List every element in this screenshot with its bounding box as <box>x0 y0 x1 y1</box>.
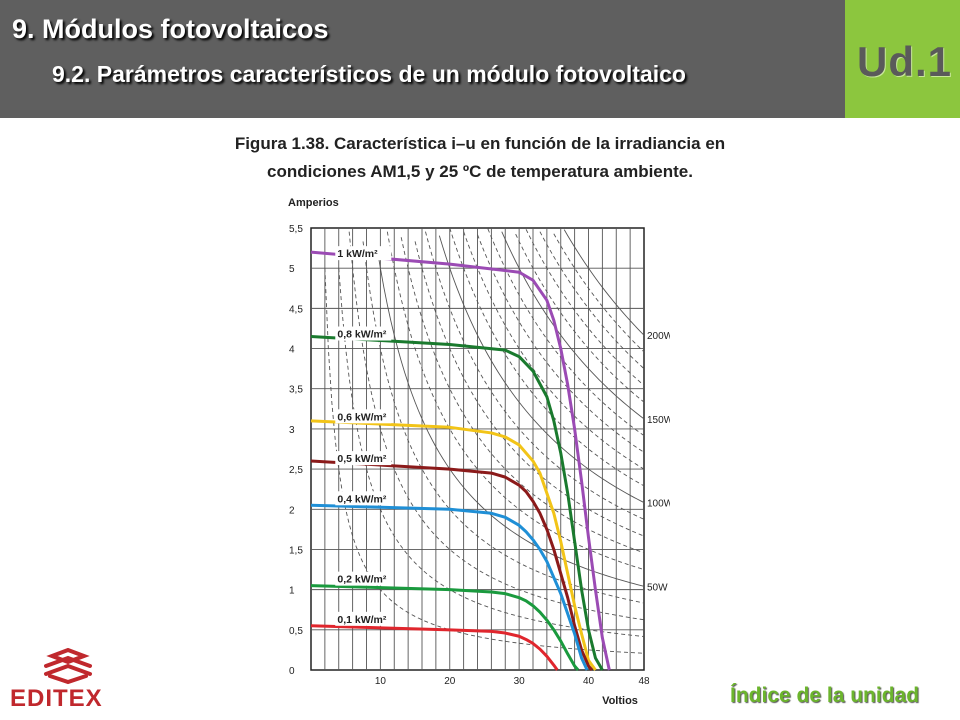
series-label-background <box>335 451 392 466</box>
page-subtitle: 9.2. Parámetros característicos de un mó… <box>52 61 686 87</box>
power-curve-dashed <box>348 231 645 621</box>
power-curve <box>438 235 645 503</box>
series-label-background <box>335 246 392 261</box>
series-label-background <box>335 571 392 586</box>
series-line <box>310 584 580 671</box>
power-curve-dashed <box>463 231 645 470</box>
x-tick-label: 10 <box>375 676 387 687</box>
series-line <box>310 459 594 671</box>
caption-line-2: condiciones AM1,5 y 25 ºC de temperatura… <box>267 162 693 181</box>
y-tick-label: 5 <box>289 264 295 275</box>
y-tick-label: 4,5 <box>289 304 303 315</box>
x-tick-label: 20 <box>444 676 456 687</box>
y-tick-label: 5,5 <box>289 224 303 235</box>
figure-caption: Figura 1.38. Característica i–u en funci… <box>150 130 810 186</box>
unit-label: Ud.1 <box>856 38 952 85</box>
power-curve-dashed <box>539 231 645 369</box>
x-tick-label: 48 <box>638 676 650 687</box>
y-tick-label: 0,5 <box>289 626 303 637</box>
unit-index-link[interactable]: Índice de la unidad <box>730 684 920 707</box>
page-title: 9. Módulos fotovoltaicos <box>12 14 329 44</box>
series-line <box>310 334 604 671</box>
x-tick-label: 30 <box>514 676 526 687</box>
series-label-background <box>335 409 392 424</box>
y-tick-label: 2,5 <box>289 465 303 476</box>
header-bar <box>0 0 845 118</box>
y-tick-label: 3,5 <box>289 385 303 396</box>
editex-logo: EDITEX <box>10 648 103 710</box>
power-curve-dashed <box>386 231 645 570</box>
iv-chart: 50W 100W 150W 200W 0 0,5 1 1,5 2 2,5 3 3,5 4 4,5 5 5,5 1… <box>288 197 670 707</box>
power-curve-dashed <box>487 228 645 436</box>
series-label-background <box>335 611 392 626</box>
y-axis-label: Amperios <box>288 197 339 209</box>
caption-line-1: Figura 1.38. Característica i–u en funci… <box>234 134 726 153</box>
y-tick-label: 0 <box>289 666 295 677</box>
power-curve-dashed <box>553 233 645 353</box>
unit-badge: Ud.1 <box>845 0 960 118</box>
power-curve-label: 50W <box>647 582 668 593</box>
power-curve-label: 200W <box>647 331 670 342</box>
series-label-background <box>335 326 392 341</box>
series-label: 0,2 kW/m² <box>337 574 387 586</box>
power-curve-dashed <box>477 234 645 453</box>
power-curve-label: 100W <box>647 499 670 510</box>
power-curve-dashed <box>324 268 645 654</box>
power-curve-dashed <box>400 237 645 554</box>
series-label-background <box>335 491 392 506</box>
y-tick-label: 1,5 <box>289 545 303 556</box>
series-label: 0,5 kW/m² <box>337 453 387 465</box>
y-tick-label: 2 <box>289 505 295 516</box>
series-line <box>310 250 611 671</box>
editex-logo-icon <box>44 648 92 685</box>
y-tick-label: 4 <box>289 345 295 356</box>
series-label: 0,4 kW/m² <box>337 493 387 505</box>
x-axis-label: Voltios <box>602 695 638 707</box>
power-curve-label: 150W <box>647 415 670 426</box>
power-curve <box>376 246 645 587</box>
series-label: 0,6 kW/m² <box>337 411 387 423</box>
power-curve-dashed <box>338 268 645 637</box>
x-tick-label: 40 <box>583 676 595 687</box>
series-label: 0,1 kW/m² <box>337 614 387 626</box>
series-line <box>310 624 559 671</box>
power-curve-dashed <box>414 241 645 537</box>
logo-text: EDITEX <box>10 685 103 710</box>
power-curve <box>501 231 645 420</box>
power-curve-dashed <box>525 229 645 386</box>
series-line <box>310 419 597 671</box>
series-label: 1 kW/m² <box>337 248 378 260</box>
y-tick-label: 1 <box>289 586 295 597</box>
power-curve-dashed <box>515 233 645 403</box>
y-tick-label: 3 <box>289 425 295 436</box>
series-label: 0,8 kW/m² <box>337 329 387 341</box>
power-curve <box>563 229 645 336</box>
series-line <box>310 503 589 671</box>
